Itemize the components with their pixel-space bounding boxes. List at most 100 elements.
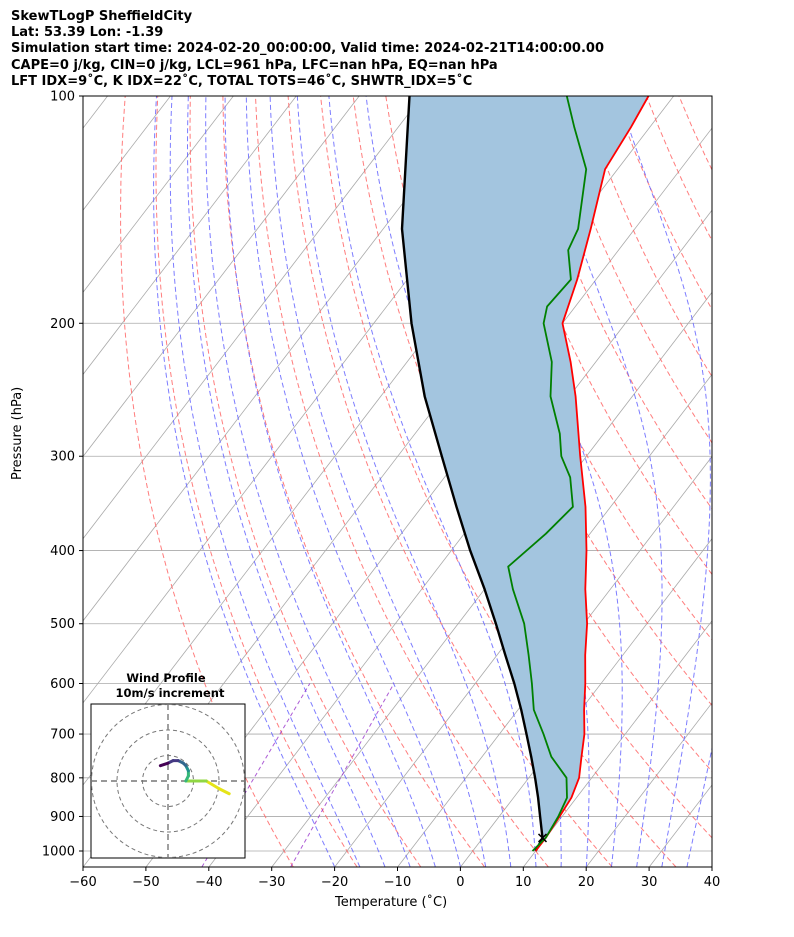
hodograph-subtitle: 10m/s increment <box>116 686 225 700</box>
isotherm-line <box>775 96 794 867</box>
wind-barb <box>711 169 712 170</box>
y-tick-label: 100 <box>50 90 75 105</box>
x-tick-label: −50 <box>132 875 159 890</box>
x-tick-label: 30 <box>641 875 658 890</box>
wind-barb <box>711 361 712 363</box>
moist-adiabat <box>169 96 361 867</box>
indices-label-2: LFT IDX=9˚C, K IDX=22˚C, TOTAL TOTS=46˚C… <box>11 74 473 89</box>
x-tick-label: −60 <box>69 875 96 890</box>
isotherm-line <box>585 702 712 867</box>
hodograph-trace <box>217 787 231 796</box>
moist-adiabat <box>328 96 537 867</box>
hodograph-title: Wind Profile <box>126 671 206 685</box>
cape-fill <box>402 96 649 851</box>
isotherm-line <box>83 96 423 540</box>
wind-barb <box>711 456 712 457</box>
indices-label-1: CAPE=0 j/kg, CIN=0 j/kg, LCL=961 hPa, LF… <box>11 58 498 73</box>
wind-barb <box>711 734 712 735</box>
wind-barb <box>711 323 712 324</box>
lcl-marker <box>537 833 548 843</box>
wind-barb <box>711 623 712 625</box>
moist-adiabat <box>737 96 794 867</box>
dry-adiabat <box>645 96 712 242</box>
x-tick-label: −30 <box>258 875 285 890</box>
dry-adiabat <box>678 96 712 171</box>
hodograph-trace <box>204 779 221 791</box>
dry-adiabat <box>777 96 794 867</box>
y-tick-label: 300 <box>50 450 75 465</box>
wind-barb <box>711 683 712 685</box>
time-label: Simulation start time: 2024-02-20_00:00:… <box>11 41 604 56</box>
wind-barb <box>711 654 712 656</box>
dry-adiabat <box>155 96 358 867</box>
x-tick-label: −20 <box>321 875 348 890</box>
isotherm-line <box>397 455 712 867</box>
mixing-ratio-line <box>290 683 395 867</box>
isotherm-line <box>83 96 297 376</box>
moist-adiabat <box>187 96 386 867</box>
dry-adiabat <box>287 96 613 867</box>
y-tick-label: 200 <box>50 317 75 332</box>
isotherm-line <box>334 373 712 867</box>
isotherm-line <box>83 96 234 293</box>
dry-adiabat <box>580 96 712 378</box>
wind-barb <box>711 833 712 835</box>
wind-barb <box>712 798 751 810</box>
y-tick-label: 900 <box>50 810 75 825</box>
y-tick-label: 700 <box>50 728 75 743</box>
x-tick-label: −40 <box>195 875 222 890</box>
wind-barb <box>711 127 712 128</box>
dewpoint-line <box>507 96 588 852</box>
moist-adiabat <box>711 865 712 867</box>
moist-adiabat <box>269 96 487 867</box>
wind-barb <box>711 228 712 230</box>
isotherm-line <box>0 96 45 867</box>
y-tick-label: 1000 <box>42 845 75 860</box>
isotherm-line <box>711 866 712 867</box>
y-tick-label: 400 <box>50 544 75 559</box>
x-tick-label: 0 <box>456 875 464 890</box>
isotherm-line <box>523 620 712 867</box>
location-label: Lat: 53.39 Lon: -1.39 <box>11 25 164 40</box>
moist-adiabat <box>296 96 512 867</box>
wind-barb <box>711 756 712 758</box>
y-tick-label: 600 <box>50 677 75 692</box>
wind-barb <box>711 589 712 590</box>
wind-barb <box>711 709 712 711</box>
wind-barb <box>711 279 712 281</box>
wind-barb <box>711 396 712 398</box>
dry-adiabat <box>255 96 549 867</box>
dry-adiabat <box>744 96 794 867</box>
hodograph-trace <box>158 761 170 768</box>
temperature-line <box>534 96 650 852</box>
isotherm-line <box>83 96 360 458</box>
chart-title: SkewTLogP SheffieldCity <box>11 9 193 24</box>
dry-adiabat <box>120 96 294 867</box>
x-tick-label: −10 <box>384 875 411 890</box>
dry-adiabat <box>189 96 422 867</box>
moist-adiabat <box>205 96 411 867</box>
x-tick-label: 40 <box>704 875 721 890</box>
isotherm-line <box>83 96 486 622</box>
dry-adiabat <box>711 96 712 99</box>
moist-adiabat <box>224 96 436 867</box>
moist-adiabat <box>245 96 461 867</box>
moist-adiabat <box>686 745 712 867</box>
y-tick-label: 800 <box>50 771 75 786</box>
wind-barb <box>711 815 712 817</box>
wind-barb <box>711 550 712 552</box>
wind-barb <box>711 506 712 508</box>
dry-adiabat <box>222 96 486 867</box>
wind-barb <box>711 850 712 852</box>
wind-barb <box>711 841 712 843</box>
x-axis-label: Temperature (˚C) <box>335 895 448 910</box>
isotherm-line <box>648 784 712 867</box>
dry-adiabat <box>548 96 712 444</box>
wind-barb <box>711 777 712 779</box>
parcel-line <box>400 96 544 852</box>
y-tick-label: 500 <box>50 617 75 632</box>
moist-adiabat <box>617 96 711 867</box>
dry-adiabat <box>613 96 712 311</box>
moist-adiabat <box>153 96 336 867</box>
